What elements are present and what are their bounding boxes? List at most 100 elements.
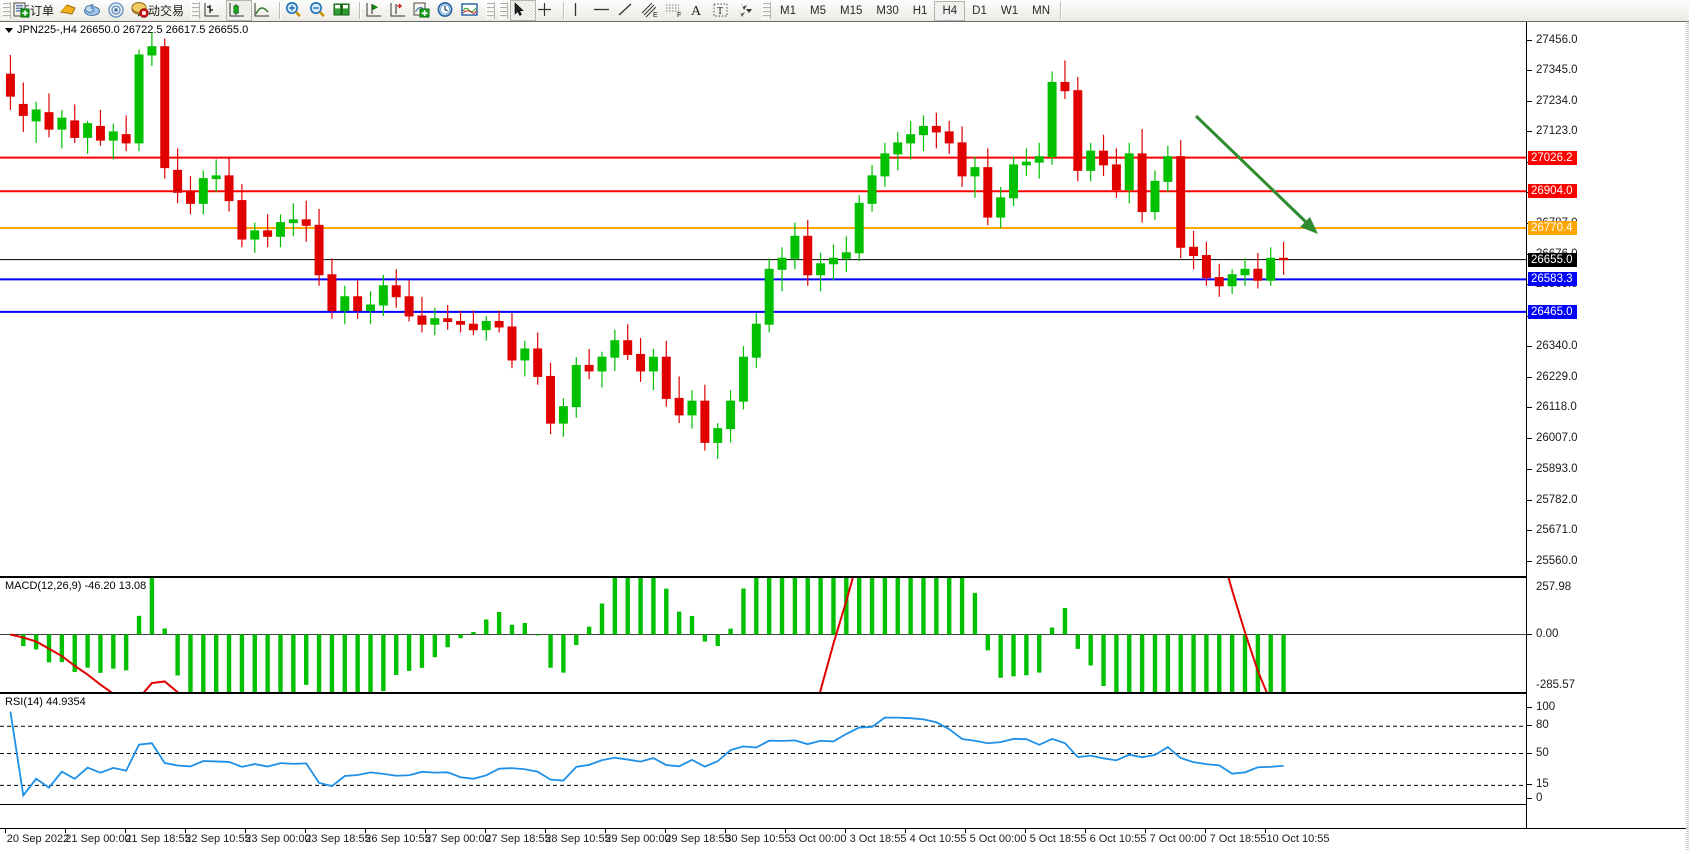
zoom-out-button[interactable]: [308, 1, 332, 20]
macd-pane[interactable]: MACD(12,26,9) -46.20 13.08: [0, 577, 1526, 693]
candle-body: [1163, 156, 1173, 182]
candle-body: [584, 364, 594, 372]
rsi-label: RSI(14) 44.9354: [5, 696, 86, 708]
toolbar-grip-3[interactable]: [486, 2, 496, 19]
time-tick-label: 10 Oct 10:55: [1266, 833, 1330, 845]
candle-body: [1047, 81, 1057, 158]
price-tick-label: 25893.0: [1536, 463, 1578, 476]
candle-body: [1060, 81, 1070, 92]
time-tick: [245, 829, 246, 833]
text-label-button[interactable]: T: [712, 1, 736, 20]
fibonacci-icon: F: [666, 4, 681, 19]
time-tick-label: 27 Sep 00:00: [425, 833, 491, 845]
chart-shift-button[interactable]: [388, 1, 412, 20]
rsi-chart-canvas: [0, 711, 1526, 798]
time-tick: [1205, 829, 1206, 833]
add-indicator-button[interactable]: [412, 1, 436, 20]
new-order-button[interactable]: 新订单: [13, 1, 59, 20]
zoom-in-button[interactable]: [284, 1, 308, 20]
candle-body: [507, 326, 517, 361]
candle-body: [18, 103, 28, 116]
candle-body: [648, 356, 658, 372]
text-button[interactable]: A: [688, 1, 712, 20]
price-level-tag[interactable]: 26770.4: [1528, 220, 1577, 235]
price-level-tag[interactable]: 26583.3: [1528, 272, 1577, 287]
time-tick: [425, 829, 426, 833]
bar-chart-button[interactable]: [202, 1, 226, 20]
time-tick-label: 23 Sep 18:55: [305, 833, 371, 845]
candle-body: [1227, 274, 1237, 287]
candle-body: [391, 285, 401, 298]
timeframe-h1[interactable]: H1: [912, 4, 928, 17]
scroll-end-button[interactable]: [364, 1, 388, 20]
candle-body: [533, 348, 543, 377]
timeframe-m30[interactable]: M30: [876, 4, 899, 17]
candle-body: [1201, 255, 1211, 279]
candle-body: [301, 219, 311, 226]
toolbar-grip-2[interactable]: [191, 2, 201, 19]
candle-body: [1124, 153, 1134, 191]
price-tick: [1527, 131, 1532, 133]
timeframe-m15[interactable]: M15: [840, 4, 863, 17]
trendline-button[interactable]: [616, 1, 640, 20]
rsi-tick: [1527, 725, 1532, 727]
auto-trading-button[interactable]: 自动交易: [131, 1, 189, 20]
cursor-button[interactable]: [510, 0, 537, 21]
market-watch-button[interactable]: [83, 1, 107, 20]
toolbar-grip-5[interactable]: [762, 2, 772, 19]
indicators-button[interactable]: [59, 1, 83, 20]
time-tick-label: 22 Sep 10:55: [185, 833, 251, 845]
time-tick-label: 29 Sep 18:55: [665, 833, 731, 845]
signal-button[interactable]: [107, 1, 131, 20]
price-tick: [1527, 560, 1532, 562]
horizontal-line-button[interactable]: [592, 1, 616, 20]
price-level-tag[interactable]: 26904.0: [1528, 184, 1577, 199]
time-tick-label: 5 Oct 18:55: [1029, 833, 1087, 845]
rsi-pane[interactable]: RSI(14) 44.9354: [0, 693, 1526, 805]
candlestick-chart-button[interactable]: [226, 0, 253, 21]
rsi-tick: [1527, 707, 1532, 708]
timeframe-w1[interactable]: W1: [1000, 4, 1019, 17]
toolbar-grip[interactable]: [2, 2, 11, 19]
bar-chart-icon: [204, 3, 220, 17]
shapes-button[interactable]: [736, 1, 760, 20]
candle-body: [996, 197, 1006, 218]
svg-text:T: T: [717, 6, 723, 17]
timeframe-mn[interactable]: MN: [1032, 4, 1050, 17]
candle-body: [198, 178, 208, 204]
vertical-line-button[interactable]: [568, 1, 592, 20]
candle-body: [456, 320, 466, 325]
timeframe-m5[interactable]: M5: [810, 4, 826, 17]
timeframe-h4[interactable]: H4: [934, 0, 966, 21]
timeframe-d1[interactable]: D1: [972, 4, 987, 17]
time-tick: [5, 829, 6, 833]
templates-button[interactable]: [460, 1, 484, 20]
price-level-tag[interactable]: 26465.0: [1528, 304, 1577, 319]
save-template-button[interactable]: [332, 1, 356, 20]
candle-body: [1073, 90, 1083, 171]
time-scale[interactable]: 20 Sep 2022 21 Sep 00:00 21 Sep 18:55 22 Se…: [0, 828, 1689, 851]
candle-body: [340, 296, 350, 311]
periods-button[interactable]: [436, 1, 460, 20]
channel-icon: E: [641, 2, 658, 19]
timeframe-m1[interactable]: M1: [780, 4, 797, 17]
candle-body: [121, 134, 131, 144]
chevron-down-icon-4[interactable]: [745, 8, 752, 13]
time-tick: [125, 829, 126, 833]
toolbar-grip-4[interactable]: [499, 2, 509, 19]
equidistant-channel-button[interactable]: E: [640, 1, 664, 20]
candle-body: [790, 235, 800, 259]
collapse-arrow-icon[interactable]: [5, 27, 13, 33]
price-scale[interactable]: 27456.027345.027234.027123.027012.026901…: [1526, 22, 1689, 828]
crosshair-icon: [538, 3, 552, 16]
time-tick-label: 20 Sep 2022: [6, 833, 70, 845]
price-level-tag[interactable]: 27026.2: [1528, 150, 1577, 165]
shapes-icon: [739, 3, 748, 17]
price-level-tag[interactable]: 26655.0: [1528, 252, 1577, 267]
fibonacci-button[interactable]: F: [664, 1, 688, 20]
vertical-scrollbar[interactable]: [1686, 22, 1689, 851]
crosshair-button[interactable]: [536, 1, 560, 20]
price-pane[interactable]: JPN225-,H4 26650.0 26722.5 26617.5 26655…: [0, 22, 1526, 577]
time-tick: [185, 829, 186, 833]
line-chart-button[interactable]: [252, 1, 276, 20]
